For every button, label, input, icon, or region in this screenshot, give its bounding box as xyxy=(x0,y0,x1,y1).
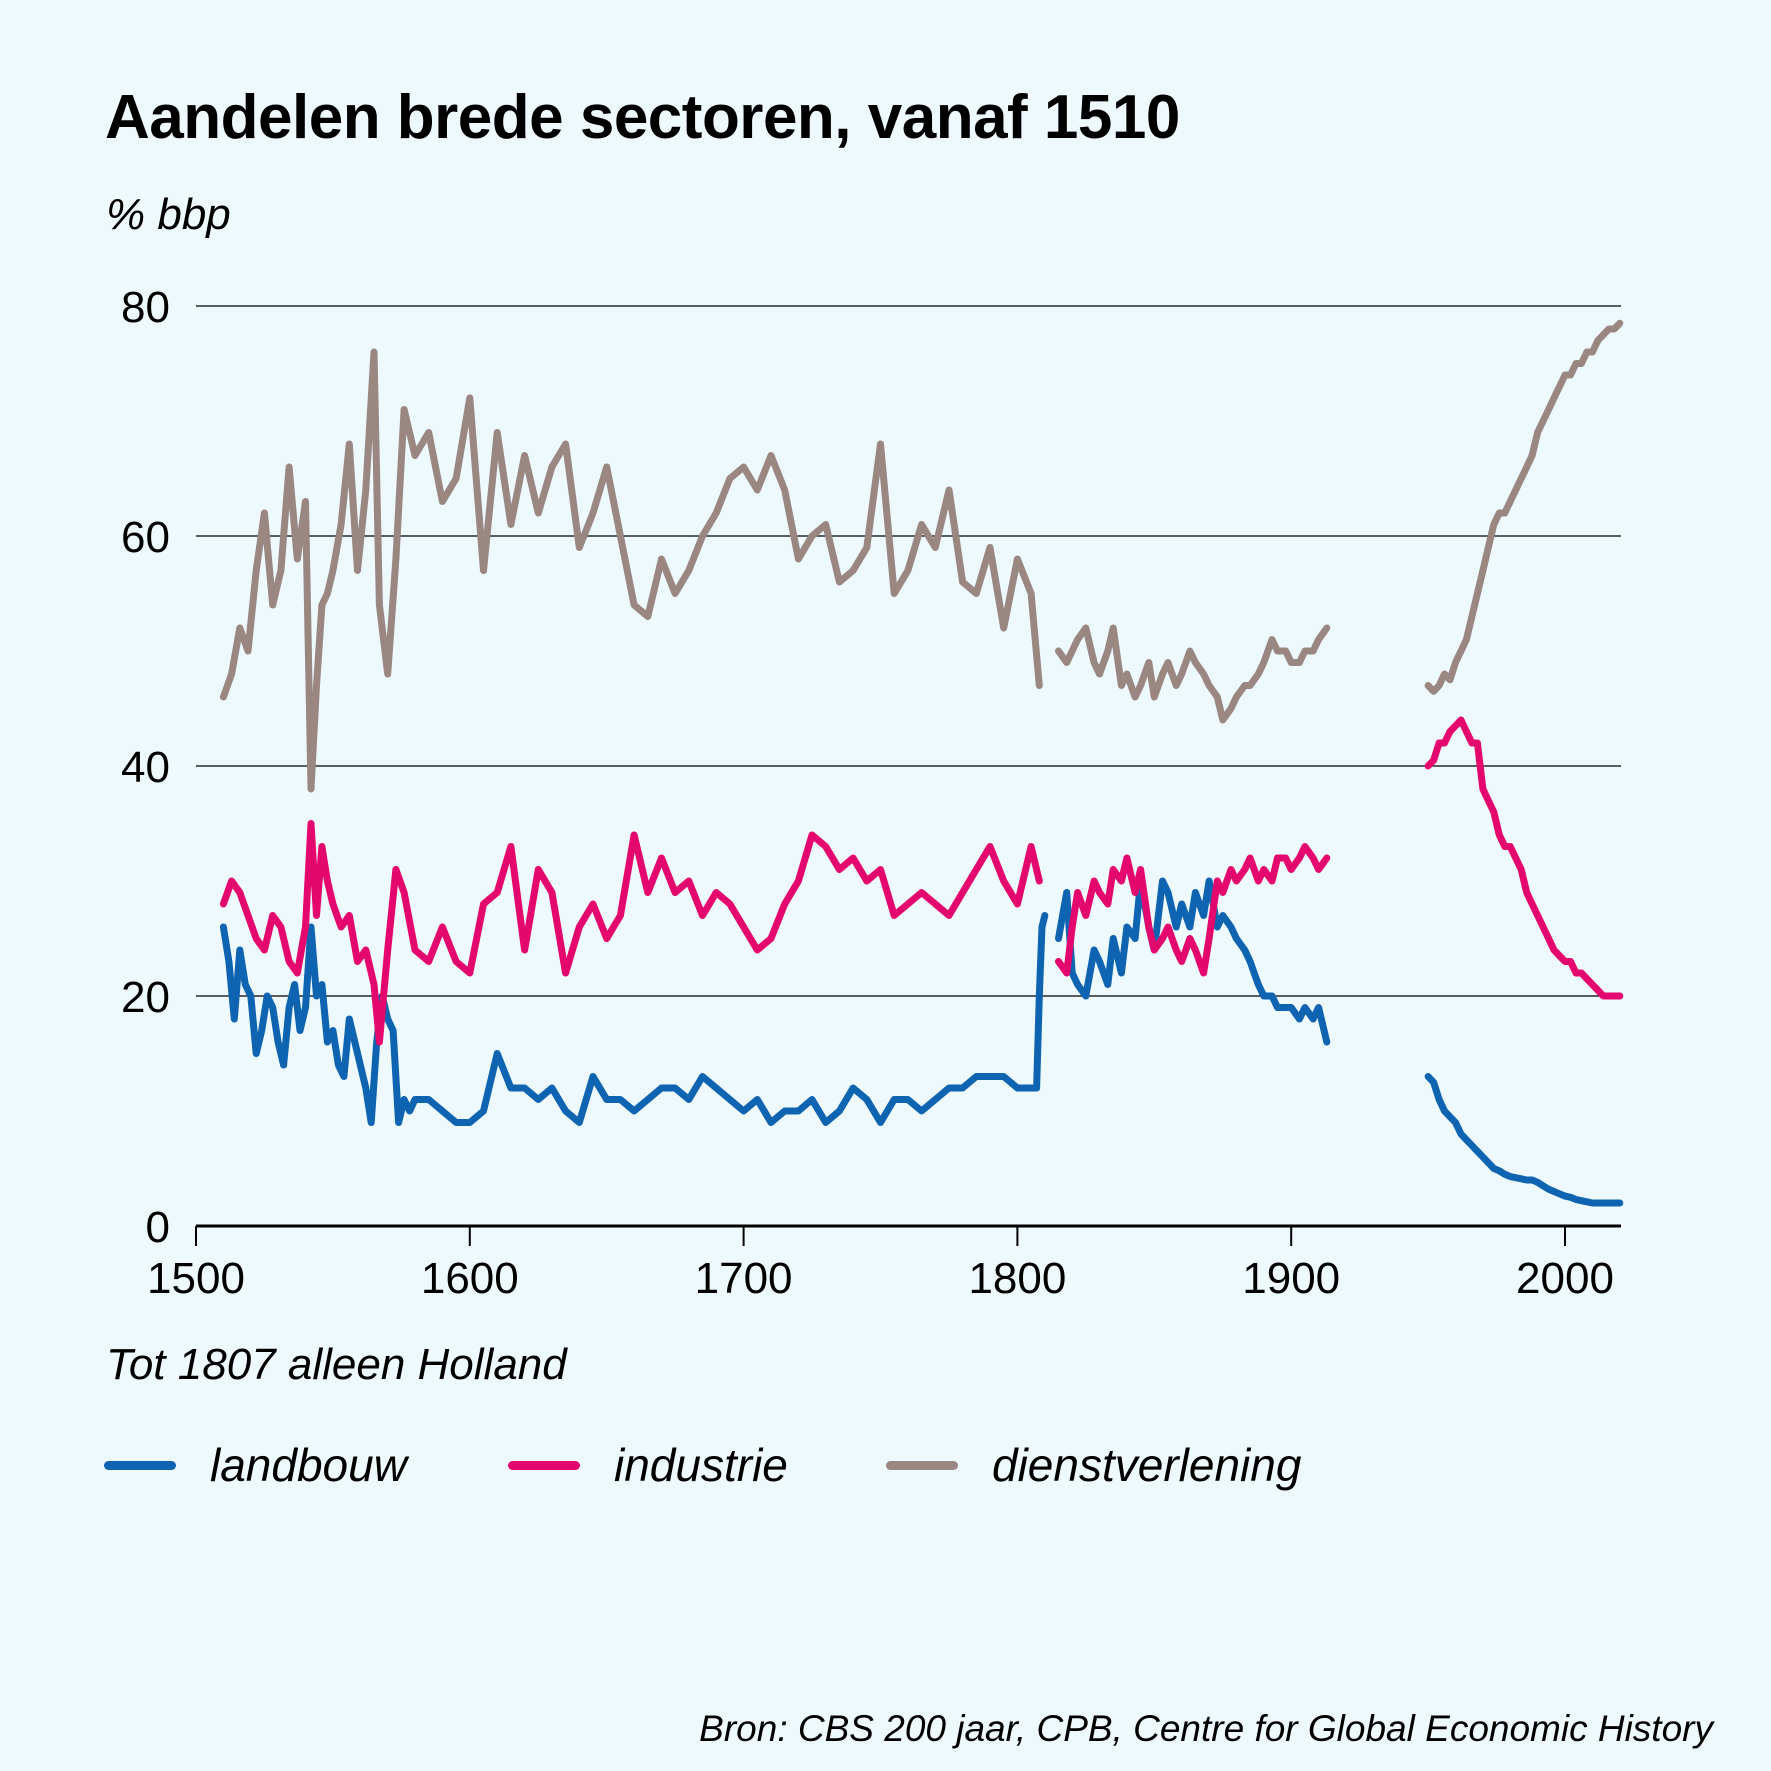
grid-lines xyxy=(196,305,1621,1228)
series-line-industrie-2 xyxy=(1055,843,1331,977)
x-tick-label-2000: 2000 xyxy=(1516,1254,1614,1303)
legend-label-industrie: industrie xyxy=(614,1439,788,1491)
series-line-landbouw-4 xyxy=(1424,1073,1624,1207)
series-line-dienstverlening-2 xyxy=(1055,624,1331,724)
legend-label-dienstverlening: dienstverlening xyxy=(992,1439,1302,1491)
chart-source: Bron: CBS 200 jaar, CPB, Centre for Glob… xyxy=(699,1708,1713,1749)
y-tick-label-80: 80 xyxy=(121,283,170,332)
y-axis-label: % bbp xyxy=(106,190,231,239)
legend-item-industrie: industrie xyxy=(508,1435,788,1495)
y-tick-label-60: 60 xyxy=(121,513,170,562)
x-tick-labels: 1500 1600 1700 1800 1900 2000 xyxy=(147,1226,1614,1303)
legend-swatch-industrie xyxy=(508,1460,580,1470)
y-tick-label-40: 40 xyxy=(121,743,170,792)
y-tick-label-0: 0 xyxy=(146,1203,170,1252)
legend-swatch-dienstverlening xyxy=(886,1460,958,1470)
series-line-landbouw-2 xyxy=(1033,912,1049,1092)
x-tick-label-1600: 1600 xyxy=(421,1254,519,1303)
legend-swatch-landbouw xyxy=(104,1460,176,1470)
chart-title: Aandelen brede sectoren, vanaf 1510 xyxy=(105,83,1180,152)
series-line-industrie-1 xyxy=(219,820,1043,1046)
x-tick-label-1700: 1700 xyxy=(695,1254,793,1303)
series-line-industrie-3 xyxy=(1424,716,1624,1000)
series-lines xyxy=(219,319,1624,1207)
legend-item-dienstverlening: dienstverlening xyxy=(886,1435,1301,1495)
x-tick-label-1500: 1500 xyxy=(147,1254,245,1303)
legend-label-landbouw: landbouw xyxy=(210,1439,407,1491)
series-line-dienstverlening-1 xyxy=(219,348,1043,793)
y-tick-labels: 0 20 40 60 80 xyxy=(121,283,170,1252)
x-tick-label-1900: 1900 xyxy=(1242,1254,1340,1303)
series-line-landbouw-1 xyxy=(219,923,1041,1126)
legend-item-landbouw: landbouw xyxy=(104,1435,407,1495)
y-tick-label-20: 20 xyxy=(121,973,170,1022)
x-tick-label-1800: 1800 xyxy=(968,1254,1066,1303)
chart-note: Tot 1807 alleen Holland xyxy=(106,1340,567,1389)
series-line-landbouw-3 xyxy=(1055,877,1331,1046)
series-line-dienstverlening-3 xyxy=(1424,319,1624,695)
